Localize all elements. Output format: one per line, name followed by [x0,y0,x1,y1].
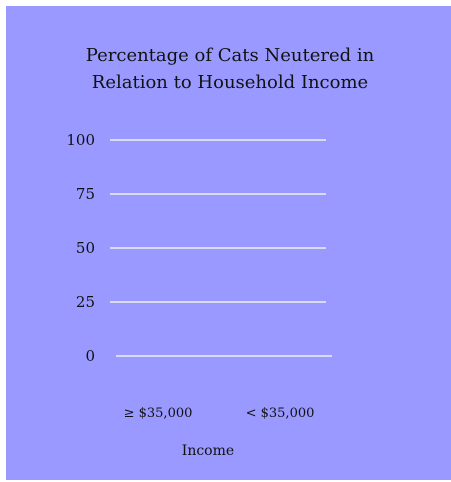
y-tick-label: 50 [76,239,95,257]
cat-icon [145,267,174,313]
chart-title: Percentage of Cats Neutered in Relation … [6,42,451,96]
bar [267,235,296,356]
x-category-label: ≥ $35,000 [124,406,193,421]
cat-icon [145,311,174,356]
y-tick-label: 75 [76,185,95,203]
cat-icon [267,311,296,356]
cat-icon [267,267,296,313]
x-axis-title: Income [182,443,234,459]
y-tick-label: 0 [85,347,95,365]
cat-icon [145,181,174,227]
chart-title-line-1: Percentage of Cats Neutered in [85,45,375,66]
chart-title-line-2: Relation to Household Income [91,72,369,93]
x-category-label: < $35,000 [246,406,315,421]
y-axis-ticks: 0 25 50 75 100 [66,131,95,365]
y-tick-label: 100 [66,131,95,149]
cat-icon [145,160,174,184]
x-axis-categories: ≥ $35,000 < $35,000 [124,406,315,421]
chart-frame: Percentage of Cats Neutered in Relation … [6,6,451,480]
y-tick-label: 25 [76,293,95,311]
gridlines [110,139,332,357]
